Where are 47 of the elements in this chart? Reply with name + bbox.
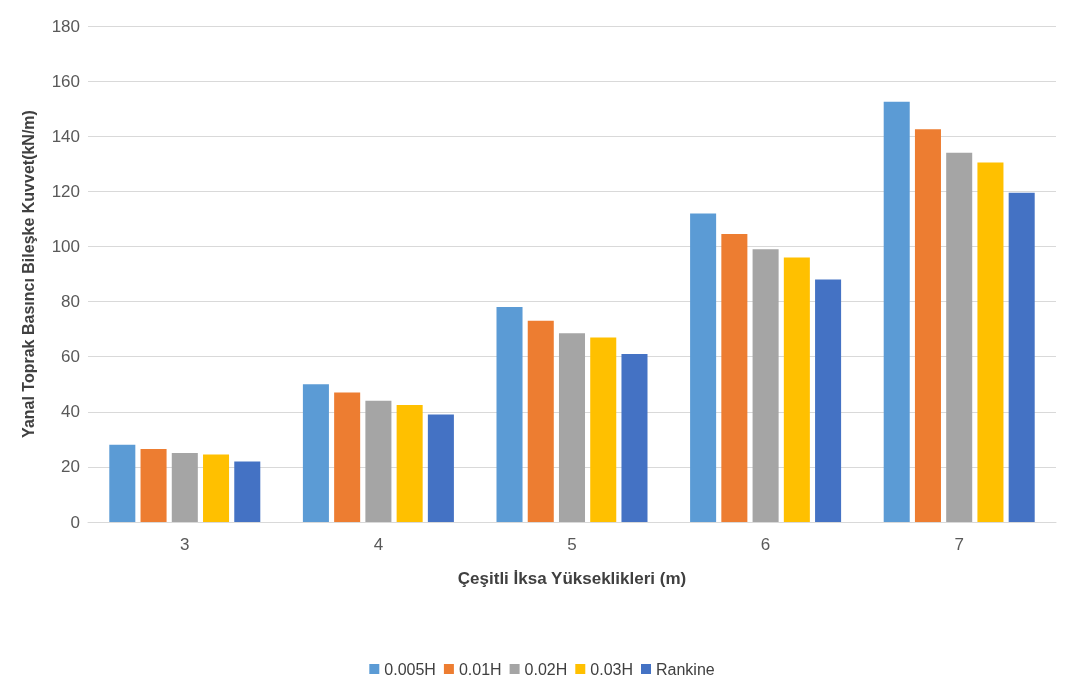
- bar: [203, 454, 230, 522]
- x-tick-label: 4: [373, 535, 384, 554]
- bar: [427, 414, 454, 522]
- y-tick-label: 60: [61, 347, 80, 367]
- bar: [365, 400, 392, 522]
- y-tick-label: 140: [51, 126, 80, 146]
- bar: [783, 257, 810, 522]
- bar: [109, 444, 136, 522]
- bar: [496, 307, 523, 522]
- x-tick-label: 5: [567, 535, 577, 554]
- x-tick-label: 6: [760, 535, 771, 554]
- bar: [815, 279, 842, 522]
- bar: [334, 392, 361, 522]
- bar: [396, 404, 423, 522]
- bar: [946, 152, 973, 522]
- y-tick-label: 20: [61, 457, 80, 477]
- y-tick-label: 160: [51, 71, 80, 91]
- bar: [883, 101, 910, 522]
- bar: [721, 234, 748, 522]
- y-tick-label: 40: [61, 402, 80, 422]
- bar: [590, 337, 617, 522]
- y-tick-label: 120: [51, 181, 80, 201]
- x-axis-title: Çeşitli İksa Yükseklikleri (m): [457, 569, 687, 588]
- bar: [140, 448, 167, 522]
- legend-label: 0.02H: [524, 660, 568, 678]
- y-tick-label: 180: [51, 16, 80, 36]
- x-tick-label: 3: [180, 535, 190, 554]
- legend-label: 0.01H: [458, 660, 502, 678]
- bar: [752, 249, 779, 522]
- legend-label: 0.005H: [384, 660, 436, 678]
- bar: [1008, 192, 1035, 522]
- bar: [914, 129, 941, 522]
- legend-label: Rankine: [655, 660, 715, 678]
- bar: [690, 213, 717, 522]
- y-axis-title: Yanal Toprak Basıncı Bileşke Kuvvet(kN/m): [19, 110, 37, 438]
- y-tick-label: 80: [61, 292, 80, 312]
- bar: [558, 333, 586, 522]
- bar: [977, 162, 1004, 522]
- bar: [621, 353, 648, 522]
- y-tick-label: 0: [70, 512, 80, 532]
- bar: [234, 461, 261, 522]
- y-tick-label: 100: [51, 236, 80, 256]
- legend-label: 0.03H: [590, 660, 633, 678]
- bar: [527, 320, 554, 522]
- bar: [171, 453, 198, 522]
- bar: [302, 384, 329, 522]
- x-tick-label: 7: [954, 535, 964, 554]
